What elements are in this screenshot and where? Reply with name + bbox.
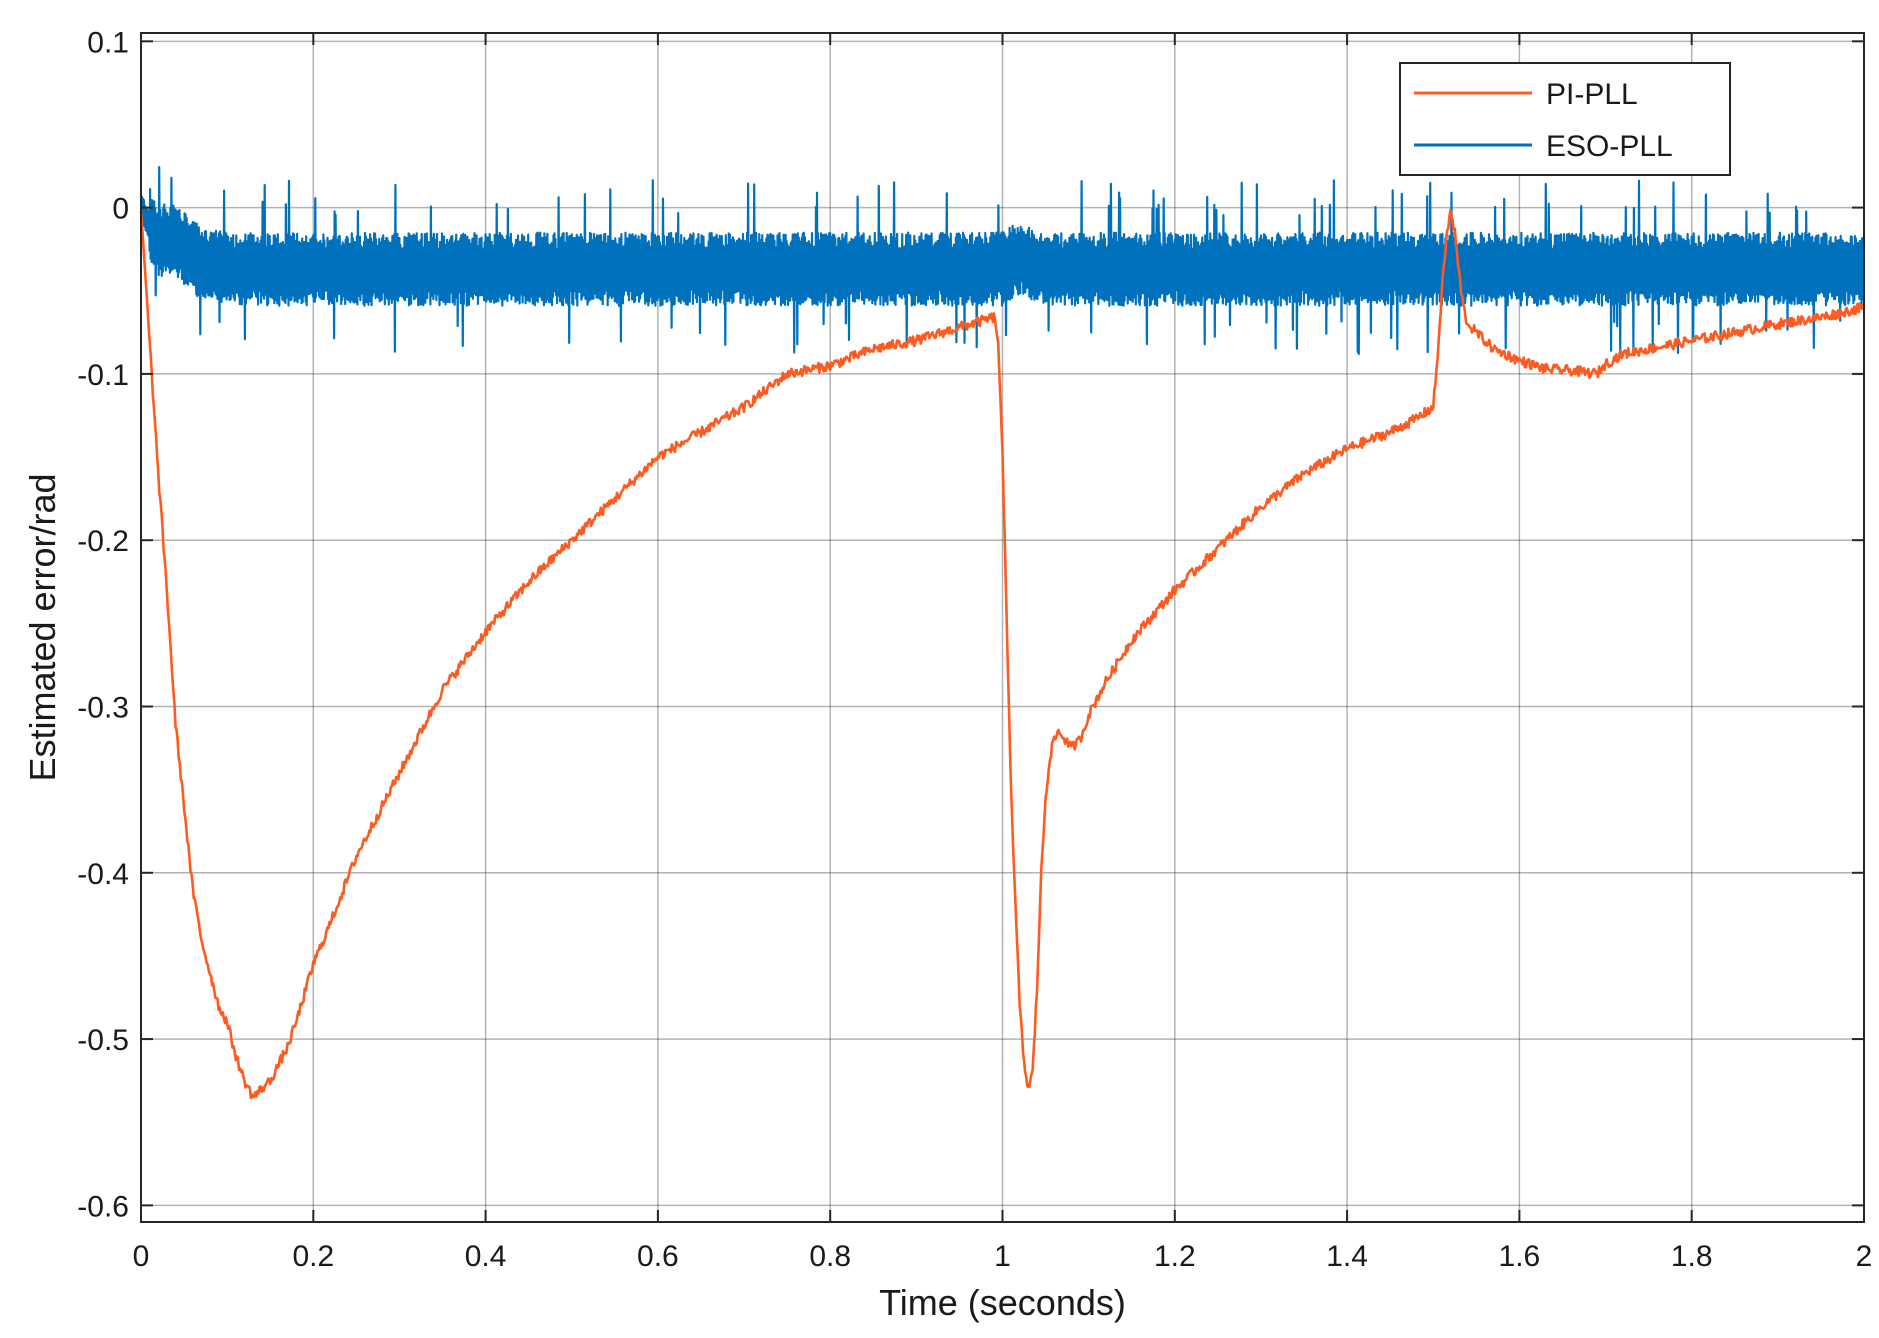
x-tick-label: 0.4 (465, 1240, 507, 1273)
x-axis-label: Time (seconds) (879, 1282, 1126, 1323)
x-tick-label: 1.6 (1499, 1240, 1541, 1273)
y-tick-label: -0.2 (77, 525, 129, 558)
series-line-eso-pll (139, 166, 1866, 355)
x-tick-label: 2 (1856, 1240, 1873, 1273)
legend-box (1399, 62, 1731, 176)
legend: PI-PLL ESO-PLL (1399, 62, 1731, 176)
y-tick-label: -0.6 (77, 1190, 129, 1223)
x-tick-label: 0.2 (292, 1240, 334, 1273)
x-tick-label: 0.6 (637, 1240, 679, 1273)
x-tick-label: 0 (133, 1240, 150, 1273)
y-tick-label: -0.5 (77, 1024, 129, 1057)
x-tick-label: 1.4 (1326, 1240, 1368, 1273)
series-layer (139, 166, 1866, 1100)
y-axis-label: Estimated error/rad (22, 473, 63, 781)
x-tick-label: 0.8 (809, 1240, 851, 1273)
y-tick-label: -0.4 (77, 858, 129, 891)
y-tick-label: -0.3 (77, 691, 129, 724)
plot-background (141, 33, 1864, 1222)
x-tick-label: 1.2 (1154, 1240, 1196, 1273)
y-tick-label: 0 (112, 193, 129, 226)
legend-label-eso-pll: ESO-PLL (1546, 130, 1673, 163)
x-tick-label: 1.8 (1671, 1240, 1713, 1273)
y-tick-label: -0.1 (77, 359, 129, 392)
legend-label-pi-pll: PI-PLL (1546, 78, 1638, 111)
axis-ticks: 0 0.2 0.4 0.6 0.8 1 1.2 1.4 1.6 1.8 2 0.1 0 -0.1 -0.2 -… (77, 26, 1872, 1273)
y-tick-label: 0.1 (87, 26, 129, 59)
series-line-pi-pll (139, 208, 1866, 1100)
x-tick-label: 1 (994, 1240, 1011, 1273)
